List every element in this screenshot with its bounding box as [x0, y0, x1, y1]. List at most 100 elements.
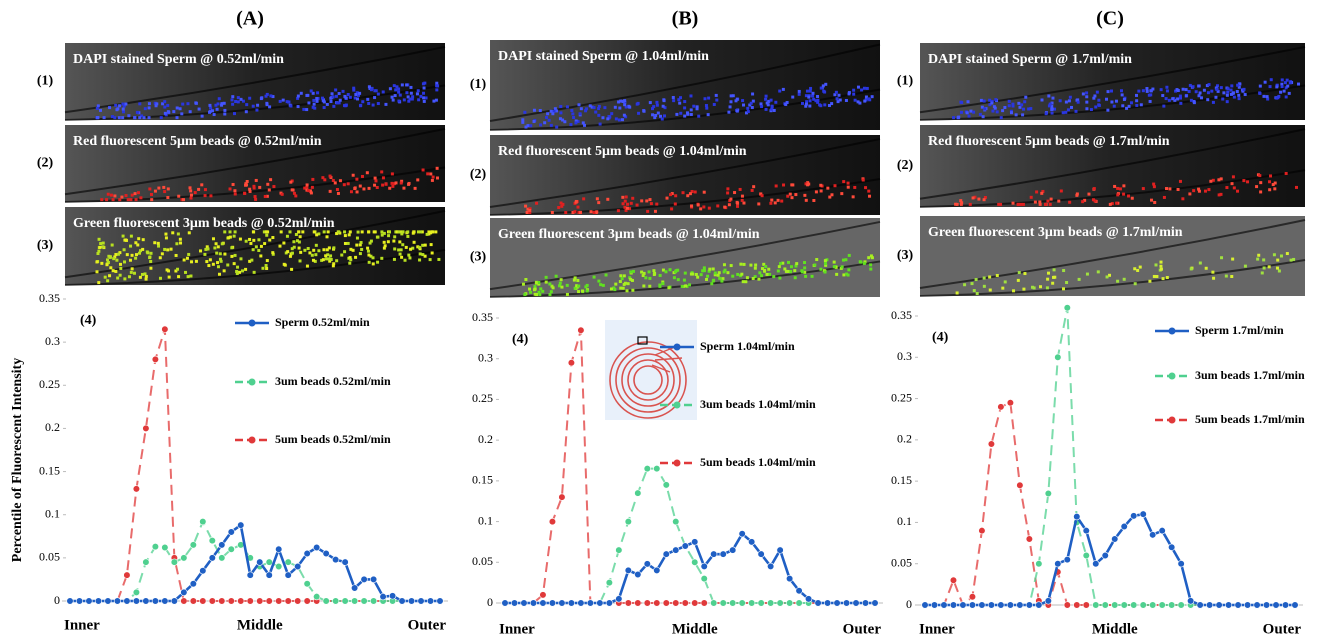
- bead-dot: [137, 191, 140, 194]
- bead-dot: [271, 236, 274, 239]
- bead-dot: [1168, 187, 1171, 190]
- data-point: [95, 598, 102, 605]
- bead-dot: [560, 278, 563, 281]
- bead-dot: [746, 276, 749, 279]
- bead-dot: [1120, 89, 1123, 92]
- bead-dot: [431, 179, 434, 182]
- bead-dot: [707, 113, 710, 116]
- bead-dot: [374, 179, 377, 182]
- bead-dot: [139, 196, 142, 199]
- bead-dot: [1161, 94, 1164, 97]
- bead-dot: [623, 114, 626, 117]
- bead-dot: [112, 269, 115, 272]
- y-tick-label: 0.05: [891, 555, 912, 569]
- bead-dot: [535, 202, 538, 205]
- bead-dot: [1243, 88, 1246, 91]
- bead-dot: [991, 110, 994, 113]
- bead-dot: [417, 89, 420, 92]
- bead-dot: [868, 195, 871, 198]
- bead-dot: [597, 114, 600, 117]
- bead-dot: [105, 263, 108, 266]
- bead-dot: [815, 190, 818, 193]
- bead-dot: [312, 99, 315, 102]
- bead-dot: [164, 112, 167, 115]
- image-caption: Red fluorescent 5μm beads @ 0.52ml/min: [73, 134, 322, 149]
- bead-dot: [694, 190, 697, 193]
- data-point: [361, 598, 368, 605]
- bead-dot: [429, 258, 432, 261]
- bead-dot: [746, 107, 749, 110]
- bead-dot: [705, 107, 708, 110]
- y-tick-label: 0.3: [478, 350, 493, 364]
- data-point: [824, 600, 831, 607]
- bead-dot: [811, 92, 814, 95]
- data-point: [1045, 598, 1052, 605]
- bead-dot: [521, 121, 524, 124]
- bead-dot: [1119, 187, 1122, 190]
- data-point: [133, 486, 140, 493]
- bead-dot: [1207, 188, 1210, 191]
- bead-dot: [816, 95, 819, 98]
- bead-dot: [599, 123, 602, 126]
- bead-dot: [269, 178, 272, 181]
- bead-dot: [354, 93, 357, 96]
- bead-dot: [432, 176, 435, 179]
- bead-dot: [430, 243, 433, 246]
- bead-dot: [1230, 84, 1233, 87]
- bead-dot: [250, 259, 253, 262]
- bead-dot: [232, 183, 235, 186]
- bead-dot: [1008, 104, 1011, 107]
- bead-dot: [1171, 97, 1174, 100]
- data-point: [720, 600, 727, 607]
- bead-dot: [840, 192, 843, 195]
- data-point: [625, 518, 632, 525]
- data-point: [313, 544, 320, 551]
- bead-dot: [124, 238, 127, 241]
- bead-dot: [688, 283, 691, 286]
- bead-dot: [254, 195, 257, 198]
- data-point: [152, 543, 159, 550]
- bead-dot: [1085, 95, 1088, 98]
- bead-dot: [295, 233, 298, 236]
- bead-dot: [1125, 107, 1128, 110]
- bead-dot: [1225, 275, 1228, 278]
- bead-dot: [842, 273, 845, 276]
- bead-dot: [405, 91, 408, 94]
- bead-dot: [1268, 265, 1271, 268]
- data-point: [1149, 532, 1156, 539]
- bead-dot: [1067, 108, 1070, 111]
- bead-dot: [245, 103, 248, 106]
- bead-dot: [644, 276, 647, 279]
- data-point: [701, 600, 708, 607]
- bead-dot: [1188, 90, 1191, 93]
- bead-dot: [960, 203, 963, 206]
- bead-dot: [347, 182, 350, 185]
- bead-dot: [1211, 271, 1214, 274]
- bead-dot: [180, 112, 183, 115]
- data-point: [124, 598, 131, 605]
- bead-dot: [1024, 96, 1027, 99]
- bead-dot: [383, 241, 386, 244]
- bead-dot: [1284, 81, 1287, 84]
- bead-dot: [662, 105, 665, 108]
- bead-dot: [190, 194, 193, 197]
- bead-dot: [707, 97, 710, 100]
- bead-dot: [252, 239, 255, 242]
- bead-dot: [209, 258, 212, 261]
- bead-dot: [1051, 97, 1054, 100]
- bead-dot: [736, 205, 739, 208]
- row-label: (1): [37, 74, 54, 89]
- bead-dot: [823, 103, 826, 106]
- bead-dot: [1275, 97, 1278, 100]
- data-point: [682, 600, 689, 607]
- bead-dot: [410, 92, 413, 95]
- bead-dot: [1266, 95, 1269, 98]
- bead-dot: [723, 206, 726, 209]
- data-point: [162, 326, 169, 333]
- y-tick-label: 0.3: [897, 349, 912, 363]
- bead-dot: [215, 252, 218, 255]
- bead-dot: [355, 244, 358, 247]
- bead-dot: [1233, 96, 1236, 99]
- bead-dot: [988, 99, 991, 102]
- bead-dot: [316, 91, 319, 94]
